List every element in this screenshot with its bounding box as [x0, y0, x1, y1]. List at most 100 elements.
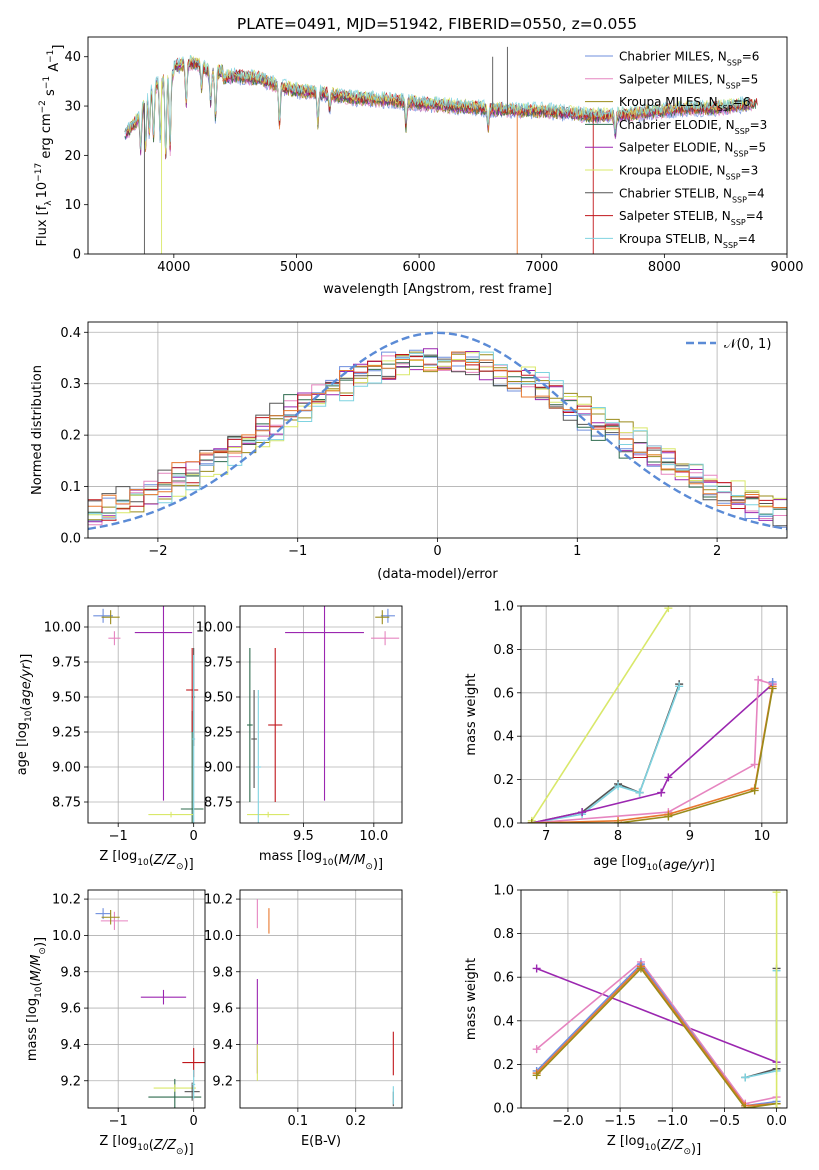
- x-tick-label: 8000: [648, 260, 681, 275]
- x-tick-label: 7000: [525, 260, 558, 275]
- label-part: (: [19, 706, 34, 711]
- label-part: wavelength [Angstrom, rest frame]: [323, 282, 552, 297]
- label-part: mass [log: [259, 849, 322, 864]
- x-tick-label: 0: [190, 1114, 198, 1129]
- y-tick-label: 9.00: [204, 761, 233, 776]
- y-tick-label: 20: [64, 149, 81, 164]
- label-part: SSP: [735, 126, 750, 135]
- y-tick-label: 0.4: [493, 730, 514, 745]
- plus-marker: [750, 786, 759, 795]
- label-part: (: [658, 858, 663, 873]
- x-tick-label: 10: [754, 829, 771, 844]
- y-tick-label: 0.3: [60, 377, 81, 392]
- y-tick-label: 0.1: [60, 480, 81, 495]
- y-tick-label: 40: [64, 50, 81, 65]
- y-tick-label: 0.0: [493, 1102, 514, 1117]
- y-tick-label: 9.50: [52, 691, 81, 706]
- y-tick-label: 1.0: [493, 884, 514, 899]
- legend-label: Kroupa MILES, NSSP=6: [619, 95, 750, 113]
- label-part: SSP: [723, 240, 738, 249]
- label-part: −1: [42, 76, 52, 89]
- label-part: −17: [34, 163, 44, 182]
- label-part: =4: [746, 209, 764, 223]
- label-part: =3: [741, 164, 759, 178]
- x-tick-label: 10.0: [359, 829, 388, 844]
- x-tick-label: 0.1: [288, 1114, 309, 1129]
- y-tick-label: 0.2: [493, 773, 514, 788]
- x-tick-label: −1: [109, 1114, 128, 1129]
- label-part: ⊙: [365, 862, 373, 872]
- label-part: )]: [705, 858, 715, 873]
- plus-marker: [527, 819, 536, 823]
- label-part: (: [334, 853, 339, 868]
- label-part: E(B-V): [301, 1134, 341, 1149]
- label-part: SSP: [733, 149, 748, 158]
- label-part: age/yr: [19, 662, 34, 705]
- y-tick-label: 0.6: [493, 686, 514, 701]
- label-part: Kroupa MILES, N: [619, 95, 718, 109]
- legend-label: Chabrier MILES, NSSP=6: [619, 50, 759, 68]
- label-part: (: [149, 1138, 154, 1153]
- y-tick-label: 9.4: [212, 1038, 233, 1053]
- y-axis-label: age [log10(age/yr)]: [15, 654, 34, 776]
- mass-vs-extinction-panel: 0.1 0.2 9.2 9.4 9.6 9.8 10.0 10.2 E(B-V): [204, 889, 403, 1149]
- label-part: (: [29, 981, 44, 986]
- plus-marker: [635, 788, 644, 797]
- y-axis-label: Flux [fλ10−17 erg cm−2 s−1 A−1]: [34, 45, 66, 247]
- weight-line: [536, 962, 777, 1107]
- plus-marker: [614, 782, 623, 791]
- label-part: Z [log: [99, 1134, 137, 1149]
- axes-frame: [520, 889, 788, 1109]
- label-part: λ: [44, 200, 54, 206]
- label-part: mass weight: [464, 673, 479, 755]
- age-vs-mass-panel: 9.5 10.0 8.75 9.00 9.25 9.50 9.75 10.00 mass [lo…: [196, 605, 403, 872]
- y-tick-label: 9.2: [212, 1074, 233, 1089]
- label-part: 10: [322, 858, 334, 868]
- label-part: Z [log: [99, 849, 137, 864]
- weight-line: [531, 686, 774, 823]
- y-tick-label: 9.25: [52, 726, 81, 741]
- label-part: Z/Z: [153, 853, 177, 868]
- x-tick-label: 0: [190, 829, 198, 844]
- x-axis-label: E(B-V): [301, 1134, 341, 1149]
- axes-frame: [520, 605, 788, 824]
- x-tick-label: 8: [614, 829, 622, 844]
- axes-frame: [87, 605, 206, 824]
- y-tick-label: 9.8: [60, 965, 81, 980]
- plus-marker: [675, 682, 684, 691]
- y-tick-label: 10.0: [52, 929, 81, 944]
- x-axis-label: wavelength [Angstrom, rest frame]: [323, 282, 552, 297]
- x-tick-label: 5000: [280, 260, 313, 275]
- plus-marker: [532, 1045, 541, 1054]
- y-tick-label: 9.8: [212, 965, 233, 980]
- label-part: =4: [738, 232, 756, 246]
- y-tick-label: 10.2: [204, 893, 233, 908]
- label-part: age [log: [593, 854, 646, 869]
- y-axis-label: Normed distribution: [30, 365, 45, 495]
- plus-marker: [578, 808, 587, 817]
- label-part: 10: [35, 182, 50, 199]
- y-tick-label: 0.2: [493, 1058, 514, 1073]
- y-tick-label: 9.6: [212, 1002, 233, 1017]
- plus-marker: [664, 606, 673, 613]
- label-part: ⊙: [176, 1147, 184, 1157]
- label-part: Kroupa STELIB, N: [619, 232, 723, 246]
- label-part: −2: [38, 100, 48, 113]
- label-part: Z/Z: [660, 1138, 684, 1153]
- y-tick-label: 0.8: [493, 643, 514, 658]
- y-tick-label: 9.75: [52, 656, 81, 671]
- y-tick-label: 0.4: [60, 326, 81, 341]
- y-tick-label: 8.75: [204, 796, 233, 811]
- y-tick-label: 9.75: [204, 656, 233, 671]
- y-tick-label: 0.0: [60, 532, 81, 547]
- label-part: =5: [748, 141, 766, 155]
- label-part: SSP: [718, 104, 733, 113]
- y-tick-label: 9.4: [60, 1038, 81, 1053]
- label-part: 10: [34, 986, 44, 998]
- weight-line: [745, 970, 778, 1079]
- label-part: )]: [691, 1142, 701, 1157]
- y-tick-label: 9.6: [60, 1002, 81, 1017]
- label-part: =6: [742, 50, 760, 64]
- plus-marker: [664, 773, 673, 782]
